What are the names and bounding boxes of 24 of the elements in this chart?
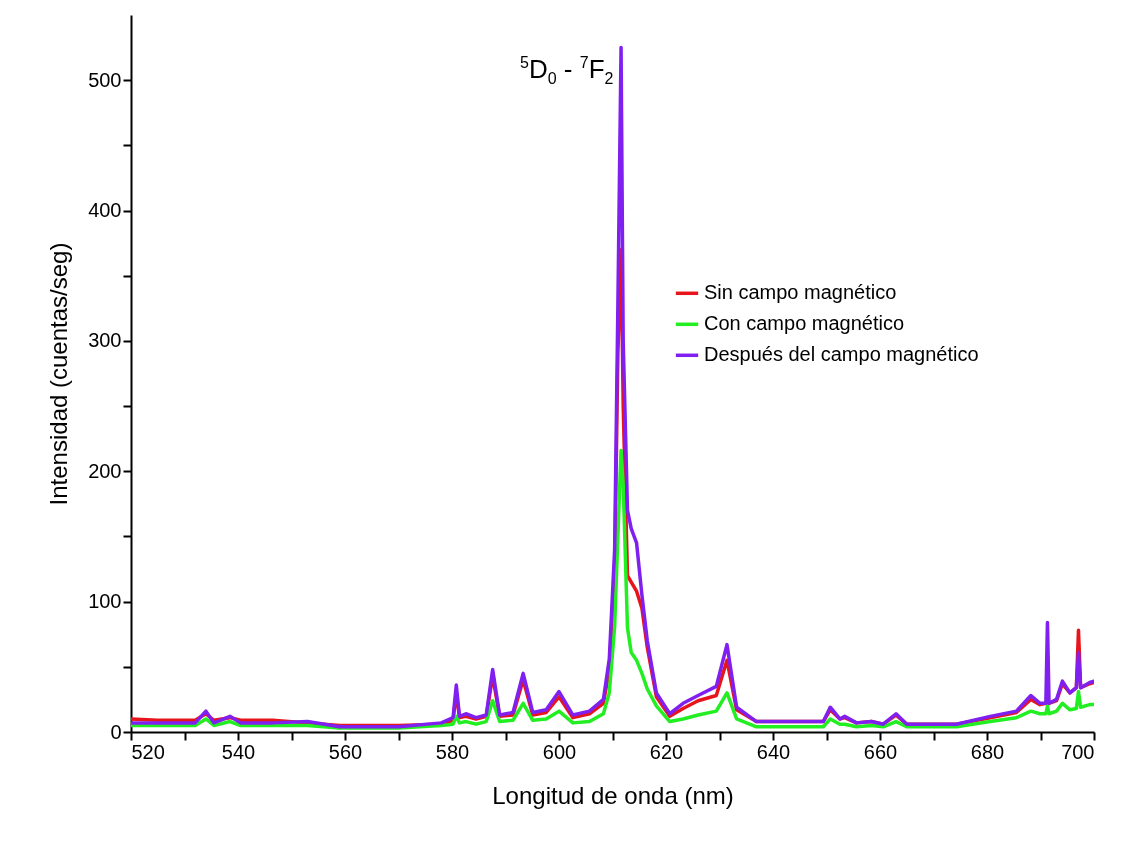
x-tick-label: 560	[328, 740, 363, 763]
x-tick-label: 580	[435, 740, 470, 763]
y-tick-label: 400	[88, 199, 122, 222]
y-tick-label: 500	[88, 68, 122, 91]
annotation: $^{5}$D$_{0}$ - $^{7}$F$_{2}$	[520, 53, 614, 88]
y-tick-label: 300	[88, 329, 122, 352]
x-tick-label: 520	[131, 740, 165, 763]
y-tick-label: 200	[88, 459, 122, 482]
x-tick-label: 600	[542, 740, 577, 763]
x-axis-title: Longitud de onda (nm)	[492, 781, 734, 809]
legend-label: Sin campo magnético	[704, 281, 897, 304]
x-tick-label: 620	[649, 740, 684, 763]
y-tick-label: 0	[110, 720, 122, 743]
x-tick-label: 680	[970, 740, 1005, 763]
x-tick-label: 540	[221, 740, 256, 763]
x-tick-label: 700	[1061, 740, 1095, 763]
x-tick-label: 660	[863, 740, 898, 763]
legend-label: Después del campo magnético	[704, 343, 979, 366]
x-tick-label: 640	[756, 740, 791, 763]
line-series	[131, 448, 1094, 730]
line-series	[131, 45, 1094, 729]
y-tick-label: 100	[88, 590, 122, 613]
y-axis-title: Intensidad (cuentas/seg)	[45, 242, 73, 506]
legend-label: Con campo magnético	[704, 312, 905, 335]
